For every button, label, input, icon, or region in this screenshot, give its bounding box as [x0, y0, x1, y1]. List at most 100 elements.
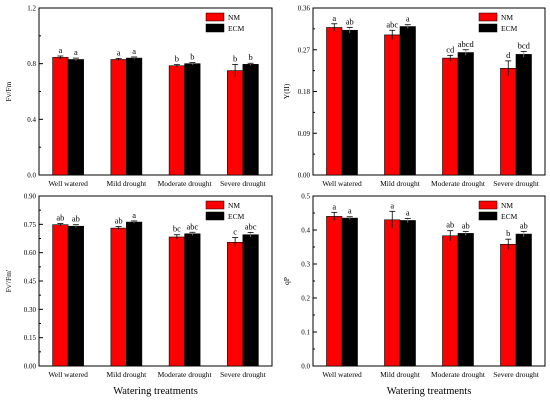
significance-label: a — [406, 207, 410, 217]
legend-swatch-nm — [478, 200, 498, 210]
y-tick-label: 0.75 — [24, 221, 37, 229]
bar-ecm — [341, 217, 358, 367]
bar-ecm — [67, 225, 84, 367]
x-category-label: Well watered — [48, 370, 88, 379]
legend-label-ecm: ECM — [501, 24, 518, 33]
significance-label: abc — [245, 221, 257, 231]
significance-label: ab — [56, 213, 64, 223]
significance-label: a — [348, 206, 352, 216]
significance-label: a — [117, 47, 121, 57]
significance-label: a — [406, 14, 410, 24]
y-tick-label: 0.36 — [298, 5, 311, 13]
bar-nm — [384, 219, 401, 367]
legend-swatch-nm — [205, 12, 225, 22]
significance-label: a — [74, 47, 78, 57]
x-category-label: Severe drought — [220, 179, 267, 188]
significance-label: ab — [72, 214, 80, 224]
y-tick-label: 0.4 — [27, 116, 36, 124]
significance-label: a — [390, 200, 394, 210]
y-tick-label: 0.90 — [24, 193, 37, 201]
y-tick-label: 0.5 — [301, 193, 310, 201]
bar-ecm — [126, 221, 143, 367]
y-tick-label: 0.1 — [301, 329, 310, 337]
significance-label: a — [58, 45, 62, 55]
bar-ecm — [515, 233, 532, 367]
bar-nm — [52, 57, 69, 176]
y-tick-label: 0.45 — [24, 278, 37, 286]
x-category-label: Well watered — [322, 370, 362, 379]
legend-swatch-ecm — [478, 23, 498, 33]
legend-swatch-ecm — [205, 211, 225, 221]
legend-swatch-nm — [205, 200, 225, 210]
x-category-label: Well watered — [48, 179, 88, 188]
panel-fvfm-prime: 0.00 0.15 0.30 0.45 0.60 0.75 0.90 Fv'/Fm' Well … — [4, 193, 273, 397]
bar-nm — [442, 57, 459, 176]
significance-label: abc — [386, 19, 398, 29]
bar-nm — [110, 59, 127, 176]
bar-nm — [326, 27, 343, 176]
significance-label: ab — [446, 220, 454, 230]
significance-label: ab — [520, 220, 528, 230]
significance-label: a — [332, 201, 336, 211]
bar-nm — [52, 224, 69, 367]
significance-label: abc — [186, 221, 198, 231]
bar-nm — [442, 235, 459, 367]
bar-nm — [168, 65, 185, 176]
x-category-label: Mild drought — [106, 370, 147, 379]
bar-ecm — [457, 233, 474, 367]
y-tick-label: 0.00 — [298, 172, 311, 180]
y-tick-label: 0.18 — [298, 88, 311, 96]
bar-ecm — [515, 54, 532, 176]
y-tick-label: 0.8 — [27, 60, 36, 68]
bar-nm — [110, 227, 127, 367]
legend-label-ecm: ECM — [501, 212, 518, 221]
y-tick-label: 0.30 — [24, 306, 37, 314]
x-category-label: Severe drought — [493, 179, 540, 188]
bar-ecm — [399, 220, 416, 367]
y-axis-label: Fv'/Fm' — [4, 269, 13, 292]
y-tick-label: 0.09 — [298, 130, 311, 138]
bar-ecm — [67, 59, 84, 176]
y-axis-label: Fv/Fm — [4, 81, 13, 101]
bar-ecm — [457, 52, 474, 176]
bar-ecm — [184, 63, 201, 176]
y-tick-label: 0.0 — [301, 363, 310, 371]
x-axis-label: Watering treatments — [387, 386, 472, 397]
y-tick-label: 0.2 — [301, 295, 310, 303]
legend-label-ecm: ECM — [228, 212, 245, 221]
x-category-label: Mild drought — [380, 179, 421, 188]
x-category-label: Severe drought — [220, 370, 267, 379]
y-tick-label: 0.4 — [301, 227, 310, 235]
x-axis-label: Watering treatments — [113, 386, 198, 397]
legend-swatch-ecm — [478, 211, 498, 221]
bar-ecm — [399, 26, 416, 176]
bar-ecm — [184, 233, 201, 367]
bar-nm — [227, 241, 244, 367]
x-category-label: Mild drought — [380, 370, 421, 379]
y-tick-label: 1.2 — [27, 5, 36, 13]
legend-label-nm: NM — [501, 13, 513, 22]
significance-label: a — [132, 46, 136, 56]
significance-label: b — [190, 52, 194, 62]
y-tick-label: 0.0 — [27, 172, 36, 180]
bar-ecm — [242, 64, 259, 176]
x-category-label: Moderate drought — [158, 370, 213, 379]
panel-qp: 0.0 0.1 0.2 0.3 0.4 0.5 qP Well watered a a Mild d… — [282, 193, 546, 397]
significance-label: ab — [346, 16, 354, 26]
y-tick-label: 0.15 — [24, 334, 37, 342]
significance-label: b — [175, 54, 179, 64]
y-axis-label: Y(II) — [282, 83, 291, 99]
x-category-label: Moderate drought — [158, 179, 213, 188]
bar-nm — [500, 243, 517, 367]
significance-label: cd — [446, 44, 455, 54]
bar-ecm — [126, 57, 143, 176]
legend-swatch-nm — [478, 12, 498, 22]
legend-label-nm: NM — [501, 201, 513, 210]
x-category-label: Mild drought — [106, 179, 147, 188]
significance-label: bc — [173, 224, 181, 234]
x-category-label: Well watered — [322, 179, 362, 188]
x-category-label: Moderate drought — [431, 179, 486, 188]
significance-label: b — [249, 52, 253, 62]
